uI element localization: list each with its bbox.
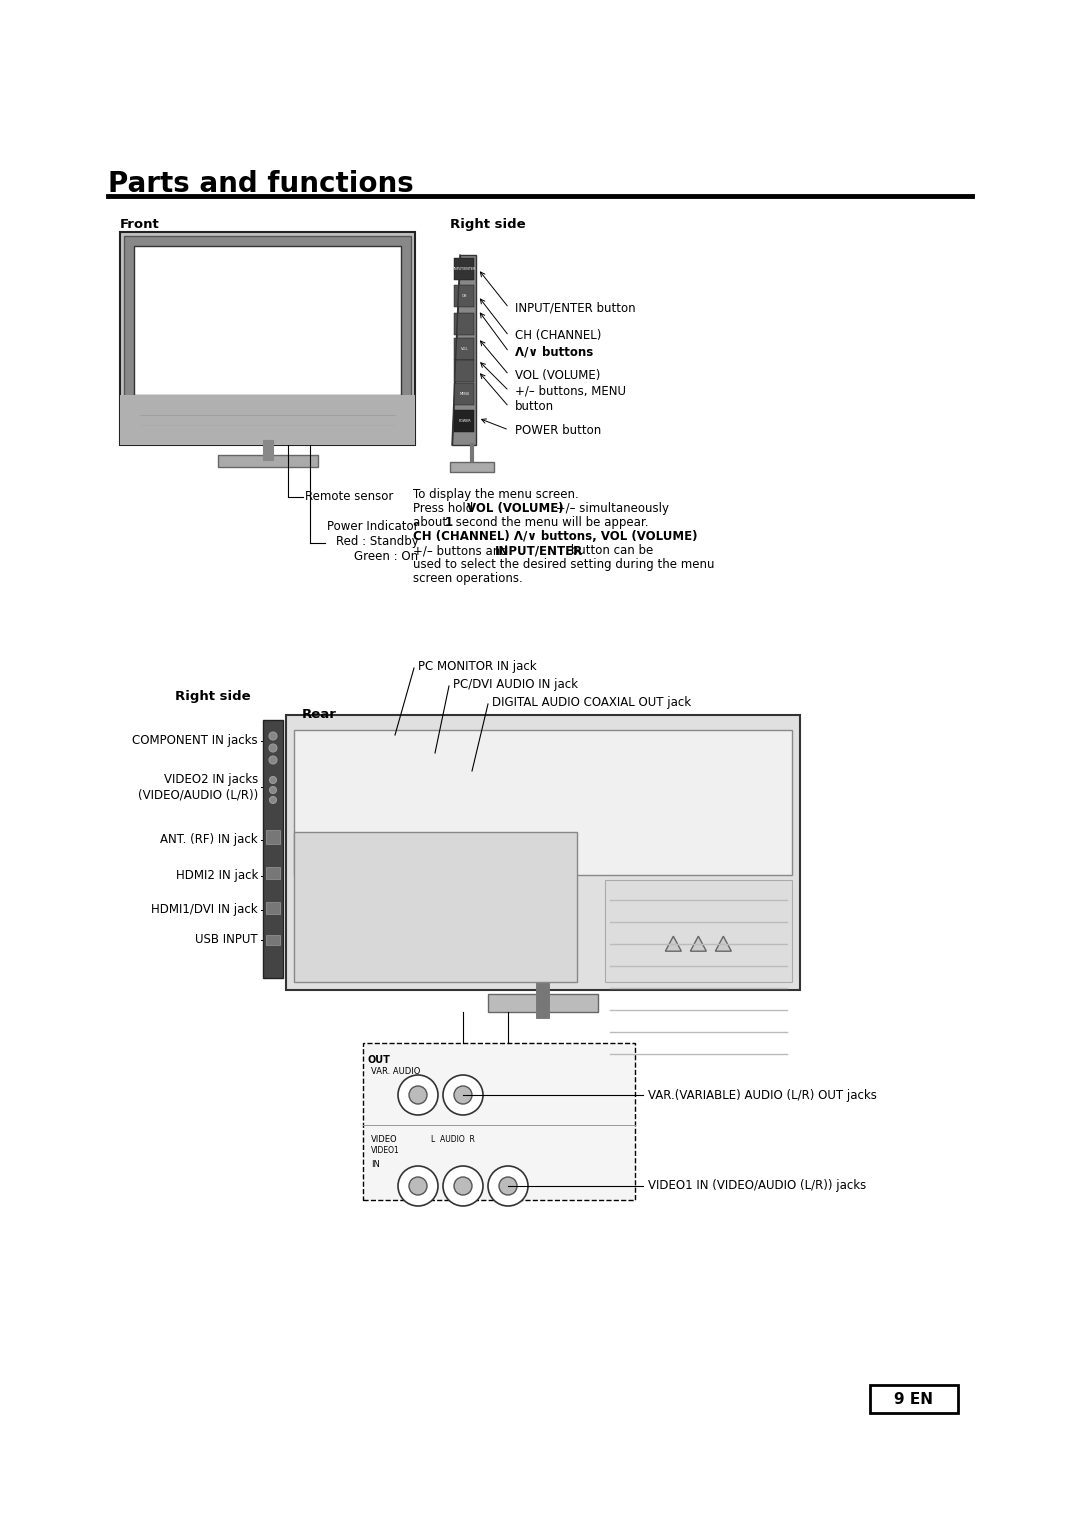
Text: Power Indicator
Red : Standby
Green : On: Power Indicator Red : Standby Green : On [327,521,419,563]
Text: +/– buttons, MENU: +/– buttons, MENU [515,385,626,397]
Text: +/– buttons and: +/– buttons and [413,544,512,557]
Text: VOL: VOL [461,347,469,351]
Text: button: button [515,400,554,414]
Bar [454,337,474,360]
Text: 9 EN: 9 EN [894,1391,933,1406]
Text: POWER: POWER [459,418,471,423]
Text: Front: Front [120,218,160,231]
Text: VAR. AUDIO: VAR. AUDIO [372,1067,420,1077]
Bar [454,313,474,334]
Circle shape [269,731,276,741]
Circle shape [409,1086,427,1104]
Text: VOL (VOLUME): VOL (VOLUME) [467,502,564,515]
Circle shape [270,777,276,783]
Text: POWER button: POWER button [515,423,602,437]
Bar [454,383,474,405]
Polygon shape [453,255,476,444]
Text: Right side: Right side [450,218,526,231]
Text: PC MONITOR IN jack: PC MONITOR IN jack [418,660,537,673]
Text: To display the menu screen.: To display the menu screen. [413,489,579,501]
Bar [266,902,280,915]
Circle shape [399,1167,438,1206]
Text: VIDEO1: VIDEO1 [372,1145,400,1154]
Bar [217,455,318,467]
Polygon shape [715,936,731,951]
Text: PC/DVI AUDIO IN jack: PC/DVI AUDIO IN jack [453,678,578,692]
Circle shape [269,756,276,764]
Text: COMPONENT IN jacks: COMPONENT IN jacks [133,734,258,747]
Text: second the menu will be appear.: second the menu will be appear. [453,516,648,528]
Text: VOL (VOLUME): VOL (VOLUME) [515,368,600,382]
Text: VAR.(VARIABLE) AUDIO (L/R) OUT jacks: VAR.(VARIABLE) AUDIO (L/R) OUT jacks [648,1089,877,1101]
Text: VIDEO: VIDEO [372,1135,397,1144]
Text: CH: CH [462,295,468,298]
Text: IN: IN [372,1161,380,1170]
Text: CH (CHANNEL) Λ/∨ buttons, VOL (VOLUME): CH (CHANNEL) Λ/∨ buttons, VOL (VOLUME) [413,530,698,544]
Polygon shape [690,936,706,951]
Text: OUT: OUT [368,1055,391,1064]
Bar [266,867,280,880]
Bar [450,463,494,472]
Bar [454,360,474,382]
Circle shape [454,1086,472,1104]
Text: Remote sensor: Remote sensor [305,490,393,504]
Text: VIDEO1 IN (VIDEO/AUDIO (L/R)) jacks: VIDEO1 IN (VIDEO/AUDIO (L/R)) jacks [648,1179,866,1193]
Text: INPUT/ENTER: INPUT/ENTER [495,544,583,557]
Text: button can be: button can be [567,544,653,557]
Bar [134,246,401,395]
Bar [286,715,800,989]
Text: HDMI2 IN jack: HDMI2 IN jack [176,869,258,883]
Circle shape [454,1177,472,1196]
Text: screen operations.: screen operations. [413,573,523,585]
Circle shape [270,797,276,803]
Bar [264,721,283,977]
Bar [454,258,474,279]
Circle shape [443,1075,483,1115]
Bar [454,411,474,432]
Bar [266,935,280,945]
Circle shape [443,1167,483,1206]
Text: DIGITAL AUDIO COAXIAL OUT jack: DIGITAL AUDIO COAXIAL OUT jack [492,696,691,709]
Circle shape [269,744,276,751]
Bar [294,730,792,875]
Text: about: about [413,516,450,528]
Text: Rear: Rear [302,709,337,721]
Bar [120,232,415,444]
Text: USB INPUT: USB INPUT [195,933,258,947]
Text: INPUT/ENTER: INPUT/ENTER [454,267,476,270]
Circle shape [270,786,276,794]
Circle shape [409,1177,427,1196]
Text: CH (CHANNEL): CH (CHANNEL) [515,330,602,342]
Bar [120,395,415,444]
Text: used to select the desired setting during the menu: used to select the desired setting durin… [413,557,715,571]
Text: Parts and functions: Parts and functions [108,169,414,199]
Circle shape [399,1075,438,1115]
Bar [488,994,598,1012]
Bar [266,831,280,844]
Text: MENU: MENU [460,392,470,395]
Polygon shape [665,936,681,951]
Bar [124,237,411,441]
Text: Right side: Right side [175,690,251,702]
Text: +/– simultaneously: +/– simultaneously [552,502,669,515]
Text: Press hold: Press hold [413,502,477,515]
Text: VIDEO2 IN jacks
(VIDEO/AUDIO (L/R)): VIDEO2 IN jacks (VIDEO/AUDIO (L/R)) [138,773,258,802]
Text: ANT. (RF) IN jack: ANT. (RF) IN jack [160,834,258,846]
Bar [294,832,577,982]
Text: Λ/∨ buttons: Λ/∨ buttons [515,345,593,359]
Text: L  AUDIO  R: L AUDIO R [431,1135,475,1144]
Text: HDMI1/DVI IN jack: HDMI1/DVI IN jack [151,902,258,916]
Circle shape [499,1177,517,1196]
Bar [870,1385,958,1412]
Bar [605,880,792,982]
Text: INPUT/ENTER button: INPUT/ENTER button [515,301,636,315]
Text: 1: 1 [445,516,454,528]
Bar [454,286,474,307]
Bar [363,1043,635,1200]
Circle shape [488,1167,528,1206]
